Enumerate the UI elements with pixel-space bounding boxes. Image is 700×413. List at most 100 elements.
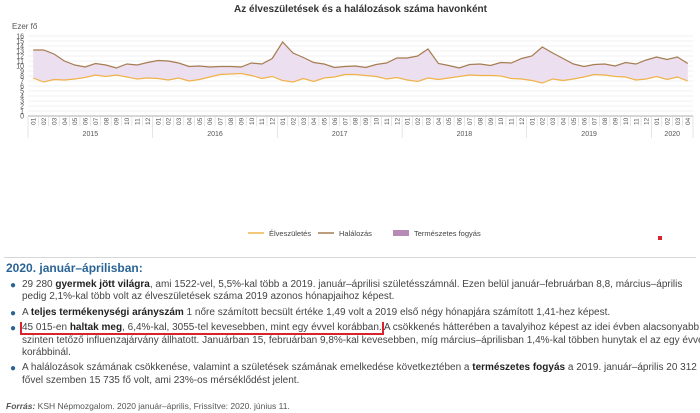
y-tick-label: 12 [16,54,24,61]
x-tick-label: 08 [477,117,484,125]
red-marker [658,236,662,240]
x-tick-label: 04 [685,117,692,125]
y-tick-label: 1 [20,109,24,116]
source-note: Forrás: KSH Népmozgalom. 2020 január–ápr… [6,401,290,411]
bullet-line: 29 280 gyermek jött világra, ami 1522-ve… [22,279,683,290]
x-tick-label: 01 [654,117,661,125]
x-tick-label: 10 [124,117,131,125]
x-tick-label: 09 [363,117,370,125]
bullet-line: A halálozások számának csökkenése, valam… [22,362,697,374]
bullet-line: fővel szemben 15 735 fő volt, ami 23%-os… [22,374,300,386]
x-tick-label: 03 [675,117,682,125]
x-tick-label: 06 [207,117,214,125]
x-tick-label: 06 [83,117,90,125]
y-tick-label: 14 [16,44,24,51]
x-tick-label: 03 [425,117,432,125]
bullet-fertility: ● A teljes termékenységi arányszám 1 nőr… [6,307,700,319]
legend-label: Halálozás [339,229,372,238]
x-tick-label: 11 [384,118,391,125]
x-tick-label: 06 [457,117,464,125]
x-tick-label: 06 [332,117,339,125]
x-tick-label: 04 [436,117,443,125]
bullet-list: ● 29 280 gyermek jött világra, ami 1522-… [6,279,700,390]
x-tick-label: 05 [72,117,79,125]
x-tick-label: 12 [519,117,526,125]
bullet-line: A teljes termékenységi arányszám 1 nőre … [22,306,611,318]
x-tick-label: 09 [238,117,245,125]
x-tick-label: 04 [561,117,568,125]
x-tick-label: 08 [103,117,110,125]
year-label: 2018 [457,131,473,138]
x-tick-label: 04 [186,117,193,125]
x-tick-label: 10 [498,117,505,125]
x-tick-label: 10 [249,117,256,125]
bullet-deaths: ● 45 015-en haltak meg, 6,4%-kal, 3055-t… [6,322,700,359]
deaths-line [33,41,689,69]
bullet-line: pedig 2,1%-kal több volt az élveszületés… [22,291,395,303]
x-tick-label: 02 [166,117,173,125]
x-tick-label: 08 [228,117,235,125]
x-tick-label: 05 [446,117,453,125]
x-tick-label: 10 [373,117,380,125]
x-tick-label: 03 [51,117,58,125]
x-tick-label: 04 [62,117,69,125]
x-tick-label: 03 [301,117,308,125]
year-label: 2015 [83,131,99,138]
x-tick-label: 11 [135,118,142,125]
bullet-icon: ● [10,307,17,319]
x-tick-label: 02 [415,117,422,125]
y-tick-label: 11 [17,59,24,66]
x-tick-label: 02 [41,117,48,125]
x-tick-label: 12 [270,117,277,125]
y-tick-label: 2 [20,104,24,111]
bullet-natural-decrease: ● A halálozások számának csökkenése, val… [6,362,700,387]
x-tick-label: 01 [405,117,412,125]
x-tick-label: 01 [31,117,38,125]
x-tick-label: 03 [176,117,183,125]
year-label: 2017 [332,131,348,138]
x-tick-label: 02 [540,117,547,125]
bullet-line: szinten tetőző influenzajárvány állhatot… [22,334,700,346]
legend-swatch-natural-decrease [393,230,409,236]
x-tick-label: 11 [633,118,640,125]
x-tick-label: 06 [581,117,588,125]
x-tick-label: 07 [467,117,474,125]
y-tick-label: 5 [20,89,24,96]
y-tick-label: 4 [20,94,24,101]
y-tick-label: 7 [20,79,24,86]
x-tick-label: 09 [488,117,495,125]
y-tick-label: 10 [16,64,24,71]
x-tick-label: 04 [311,117,318,125]
bullet-icon: ● [10,280,17,291]
x-tick-label: 07 [342,117,349,125]
x-tick-label: 05 [571,117,578,125]
year-label: 2019 [581,131,597,138]
x-tick-label: 11 [259,118,266,125]
y-tick-label: 0 [20,114,24,121]
year-label: 2016 [207,131,223,138]
x-tick-label: 03 [550,117,557,125]
section-heading: 2020. január–áprilisban: [6,261,143,275]
bullet-icon: ● [10,363,17,375]
births-deaths-chart: Az élveszületések és a halálozások száma… [12,4,694,238]
natural-decrease-area [33,42,688,83]
divider [4,257,696,258]
bullet-line: korábbinál. [22,347,71,359]
x-tick-label: 12 [145,117,152,125]
x-tick-label: 10 [623,117,630,125]
x-tick-label: 07 [93,117,100,125]
y-tick-label: 6 [20,84,24,91]
x-tick-label: 01 [155,117,162,125]
y-axis-label: Ezer fő [12,22,38,31]
year-label: 2020 [664,131,680,138]
x-tick-label: 09 [612,117,619,125]
x-tick-label: 07 [592,117,599,125]
x-tick-label: 02 [290,117,297,125]
x-tick-label: 05 [322,117,329,125]
bullet-line: 45 015-en haltak meg, 6,4%-kal, 3055-tel… [20,322,700,336]
y-tick-label: 13 [16,49,24,56]
bullet-births: ● 29 280 gyermek jött világra, ami 1522-… [6,279,700,304]
bullet-icon: ● [10,323,17,335]
births-line [32,72,689,84]
x-tick-label: 01 [280,117,287,125]
